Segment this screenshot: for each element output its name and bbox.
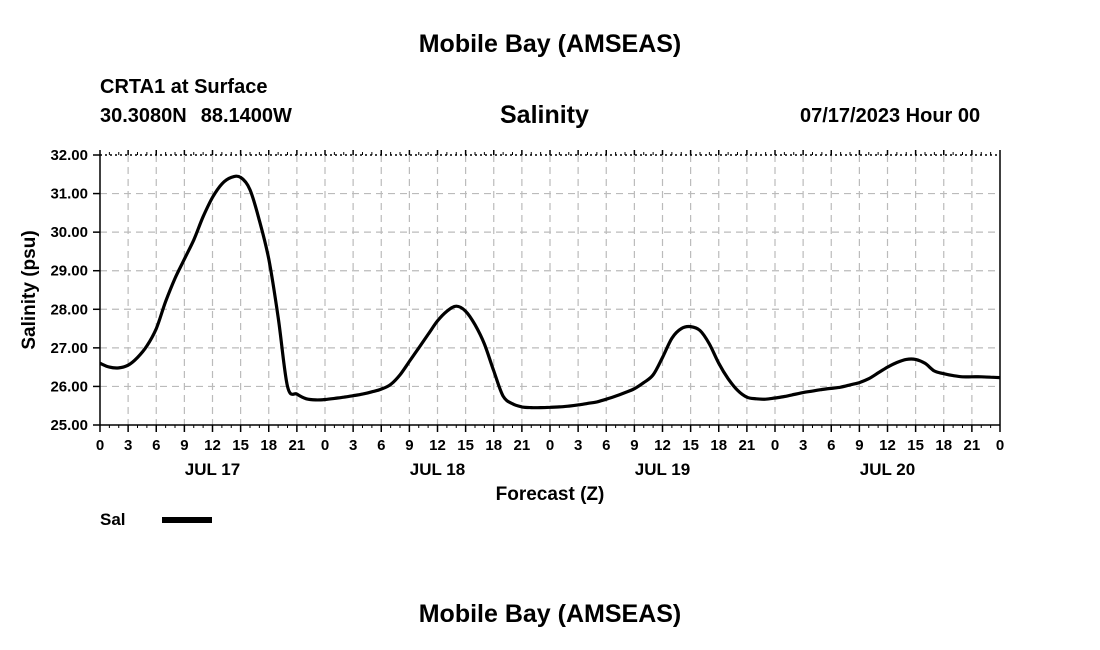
x-tick-label: 6 [152,437,160,454]
x-tick-label: 18 [935,437,952,454]
y-tick-label: 26.00 [50,378,88,395]
x-tick-label: 0 [771,437,779,454]
x-tick-label: 0 [546,437,554,454]
x-tick-label: 15 [682,437,699,454]
x-tick-label: 6 [602,437,610,454]
y-axis-label: Salinity (psu) [19,230,40,349]
x-tick-label: 6 [377,437,385,454]
date-label: JUL 20 [860,460,915,479]
latitude: 30.3080N [100,105,187,127]
x-tick-label: 21 [739,437,756,454]
x-tick-label: 18 [485,437,502,454]
x-tick-label: 15 [457,437,474,454]
x-tick-label: 9 [405,437,413,454]
x-tick-label: 12 [654,437,671,454]
date-label: JUL 18 [410,460,465,479]
x-tick-label: 9 [180,437,188,454]
x-tick-label: 18 [260,437,277,454]
x-tick-label: 21 [289,437,306,454]
chart-title: Salinity [500,101,589,129]
x-tick-label: 3 [574,437,582,454]
y-tick-label: 31.00 [50,186,88,203]
footer-title: Mobile Bay (AMSEAS) [418,600,682,628]
x-axis-label: Forecast (Z) [496,484,605,505]
y-tick-label: 28.00 [50,301,88,318]
x-tick-label: 21 [514,437,531,454]
station-label: CRTA1 at Surface [100,76,268,98]
axis-labels: Salinity (psu) Forecast (Z) [19,230,604,505]
run-time: 07/17/2023 Hour 00 [800,105,981,127]
x-tick-label: 0 [96,437,104,454]
x-tick-label: 18 [710,437,727,454]
x-tick-label: 9 [630,437,638,454]
coordinates: 30.3080N 88.1400W [100,105,306,128]
series-layer [99,174,1001,410]
y-tick-label: 30.00 [50,224,88,241]
y-tick-label: 29.00 [50,263,88,280]
legend-label: Sal [100,510,126,529]
date-label: JUL 17 [185,460,240,479]
y-tick-label: 27.00 [50,340,88,357]
x-tick-label: 6 [827,437,835,454]
y-tick-label: 25.00 [50,417,88,434]
axes: 0 3 6 9 12 15 18 21 0 3 6 9 12 15 18 21 0 3 6 9 12 15 18 21 0 3 6 9… [50,147,1004,479]
x-tick-label: 21 [964,437,981,454]
x-tick-label: 3 [124,437,132,454]
x-tick-label: 3 [799,437,807,454]
y-tick-label: 32.00 [50,147,88,164]
legend: Sal [100,510,212,529]
x-tick-label: 3 [349,437,357,454]
x-tick-label: 12 [204,437,221,454]
x-tick-label: 15 [907,437,924,454]
x-tick-label: 0 [996,437,1004,454]
x-tick-label: 12 [429,437,446,454]
x-tick-label: 9 [855,437,863,454]
x-tick-label: 0 [321,437,329,454]
longitude: 88.1400W [200,105,292,127]
series-line-sal [99,174,1001,410]
date-label: JUL 19 [635,460,690,479]
x-tick-label: 15 [232,437,249,454]
grid-lines [100,155,1000,425]
main-title: Mobile Bay (AMSEAS) [418,30,682,58]
x-tick-label: 12 [879,437,896,454]
